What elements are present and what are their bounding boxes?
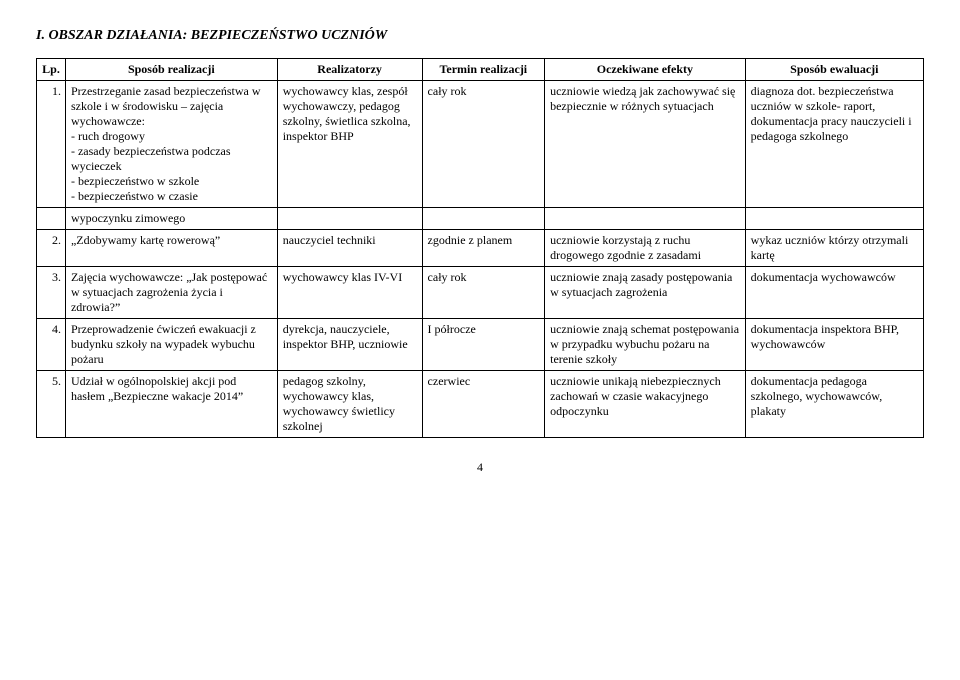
page-number: 4: [36, 460, 924, 475]
cell-realizatorzy: nauczyciel techniki: [277, 230, 422, 267]
table-row: 4. Przeprowadzenie ćwiczeń ewakuacji z b…: [37, 319, 924, 371]
table-row: 5. Udział w ogólnopolskiej akcji pod has…: [37, 371, 924, 438]
cell-realizatorzy: [277, 208, 422, 230]
cell-efekty: uczniowie wiedzą jak zachowywać się bezp…: [545, 81, 746, 208]
table-row: 1. Przestrzeganie zasad bezpieczeństwa w…: [37, 81, 924, 208]
cell-lp: 3.: [37, 267, 66, 319]
cell-ewaluacji: wykaz uczniów którzy otrzymali kartę: [745, 230, 923, 267]
cell-termin: [422, 208, 545, 230]
cell-sposob: „Zdobywamy kartę rowerową”: [65, 230, 277, 267]
cell-ewaluacji: [745, 208, 923, 230]
cell-termin: cały rok: [422, 267, 545, 319]
cell-sposob: Przeprowadzenie ćwiczeń ewakuacji z budy…: [65, 319, 277, 371]
cell-termin: cały rok: [422, 81, 545, 208]
cell-realizatorzy: dyrekcja, nauczyciele, inspektor BHP, uc…: [277, 319, 422, 371]
cell-lp: 4.: [37, 319, 66, 371]
cell-realizatorzy: pedagog szkolny, wychowawcy klas, wychow…: [277, 371, 422, 438]
cell-sposob: wypoczynku zimowego: [65, 208, 277, 230]
cell-lp: [37, 208, 66, 230]
col-sposob: Sposób realizacji: [65, 59, 277, 81]
cell-efekty: [545, 208, 746, 230]
cell-ewaluacji: dokumentacja inspektora BHP, wychowawców: [745, 319, 923, 371]
cell-sposob: Udział w ogólnopolskiej akcji pod hasłem…: [65, 371, 277, 438]
cell-realizatorzy: wychowawcy klas, zespół wychowawczy, ped…: [277, 81, 422, 208]
cell-lp: 2.: [37, 230, 66, 267]
table-row: wypoczynku zimowego: [37, 208, 924, 230]
cell-realizatorzy: wychowawcy klas IV-VI: [277, 267, 422, 319]
col-realizatorzy: Realizatorzy: [277, 59, 422, 81]
cell-efekty: uczniowie znają schemat postępowania w p…: [545, 319, 746, 371]
section-heading: I. OBSZAR DZIAŁANIA: BEZPIECZEŃSTWO UCZN…: [36, 28, 924, 44]
cell-lp: 5.: [37, 371, 66, 438]
cell-sposob: Zajęcia wychowawcze: „Jak postępować w s…: [65, 267, 277, 319]
cell-efekty: uczniowie unikają niebezpiecznych zachow…: [545, 371, 746, 438]
cell-ewaluacji: dokumentacja pedagoga szkolnego, wychowa…: [745, 371, 923, 438]
cell-ewaluacji: dokumentacja wychowawców: [745, 267, 923, 319]
main-table: Lp. Sposób realizacji Realizatorzy Termi…: [36, 58, 924, 438]
cell-efekty: uczniowie korzystają z ruchu drogowego z…: [545, 230, 746, 267]
cell-termin: I półrocze: [422, 319, 545, 371]
cell-sposob: Przestrzeganie zasad bezpieczeństwa w sz…: [65, 81, 277, 208]
table-row: 2. „Zdobywamy kartę rowerową” nauczyciel…: [37, 230, 924, 267]
cell-efekty: uczniowie znają zasady postępowania w sy…: [545, 267, 746, 319]
col-lp: Lp.: [37, 59, 66, 81]
col-efekty: Oczekiwane efekty: [545, 59, 746, 81]
cell-ewaluacji: diagnoza dot. bezpieczeństwa uczniów w s…: [745, 81, 923, 208]
cell-lp: 1.: [37, 81, 66, 208]
col-ewaluacji: Sposób ewaluacji: [745, 59, 923, 81]
cell-termin: zgodnie z planem: [422, 230, 545, 267]
cell-termin: czerwiec: [422, 371, 545, 438]
table-header-row: Lp. Sposób realizacji Realizatorzy Termi…: [37, 59, 924, 81]
table-row: 3. Zajęcia wychowawcze: „Jak postępować …: [37, 267, 924, 319]
col-termin: Termin realizacji: [422, 59, 545, 81]
